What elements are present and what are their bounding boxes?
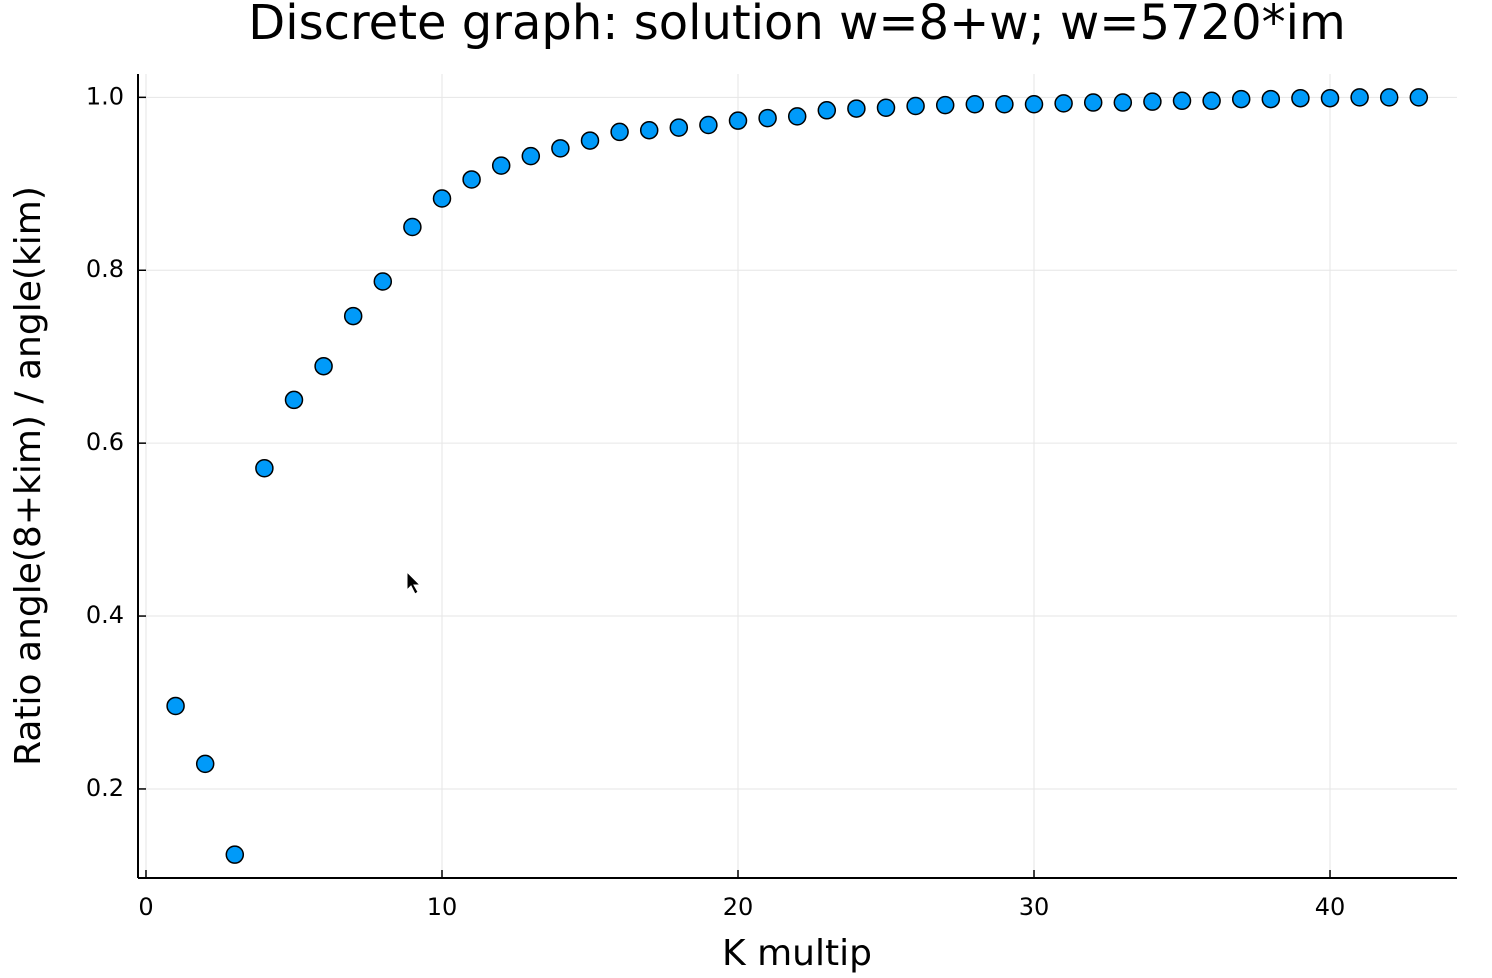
point bbox=[965, 95, 985, 114]
x-tick-label: 20 bbox=[723, 893, 754, 921]
point bbox=[1202, 91, 1221, 111]
x-tick-label: 30 bbox=[1019, 893, 1050, 921]
point bbox=[1143, 92, 1162, 111]
point bbox=[787, 107, 807, 126]
point bbox=[166, 696, 185, 716]
point bbox=[1261, 89, 1281, 109]
point bbox=[373, 272, 393, 291]
point bbox=[1350, 88, 1369, 107]
x-tick-label: 10 bbox=[427, 893, 458, 921]
point bbox=[817, 101, 837, 120]
point bbox=[1379, 88, 1399, 107]
point bbox=[462, 170, 481, 189]
point bbox=[906, 96, 925, 116]
point bbox=[521, 146, 541, 166]
point bbox=[876, 98, 896, 117]
point bbox=[1320, 88, 1340, 108]
y-axis-label: Ratio angle(8+kim) / angle(kim) bbox=[8, 186, 49, 766]
point bbox=[1172, 91, 1192, 111]
point bbox=[1083, 93, 1103, 112]
y-tick-label: 1.0 bbox=[86, 82, 124, 110]
point bbox=[225, 845, 245, 864]
point bbox=[935, 95, 955, 115]
point bbox=[1054, 94, 1073, 113]
point bbox=[847, 99, 866, 118]
point bbox=[432, 189, 452, 208]
point bbox=[1231, 89, 1251, 109]
marks bbox=[166, 88, 1429, 864]
point bbox=[639, 120, 659, 140]
point bbox=[580, 131, 600, 150]
y-tick-label: 0.2 bbox=[86, 774, 124, 802]
point bbox=[995, 95, 1014, 114]
point bbox=[669, 118, 689, 137]
x-tick-label: 0 bbox=[138, 893, 153, 921]
y-tick-label: 0.6 bbox=[86, 428, 124, 456]
point bbox=[551, 139, 570, 158]
x-tick-label: 40 bbox=[1315, 893, 1346, 921]
point bbox=[255, 458, 274, 478]
point bbox=[403, 217, 422, 237]
point bbox=[1291, 88, 1310, 108]
point bbox=[284, 390, 304, 410]
grid bbox=[138, 74, 1457, 878]
point bbox=[195, 754, 215, 774]
chart-title: Discrete graph: solution w=8+w; w=5720*i… bbox=[248, 0, 1345, 51]
point bbox=[1409, 88, 1429, 107]
point bbox=[1024, 95, 1044, 114]
cursor bbox=[406, 570, 422, 595]
point bbox=[314, 356, 333, 376]
point bbox=[699, 115, 718, 135]
point bbox=[491, 156, 511, 175]
x-axis-label: K multip bbox=[722, 933, 872, 974]
point bbox=[1113, 93, 1133, 112]
point bbox=[728, 111, 748, 130]
point bbox=[758, 108, 777, 128]
point bbox=[343, 306, 363, 326]
point bbox=[610, 122, 629, 142]
y-tick-label: 0.8 bbox=[86, 255, 124, 283]
y-tick-label: 0.4 bbox=[86, 601, 124, 629]
